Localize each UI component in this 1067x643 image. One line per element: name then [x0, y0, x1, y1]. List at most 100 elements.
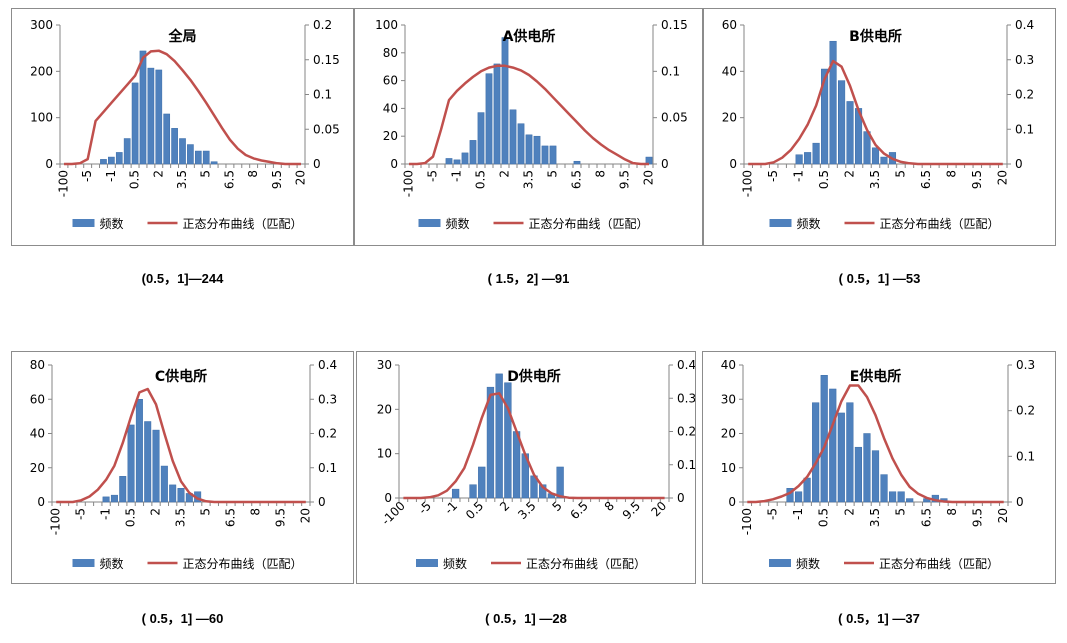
x-tick-label: 3.5: [515, 499, 538, 522]
bar: [139, 50, 147, 165]
bar: [906, 498, 914, 503]
bar: [495, 373, 503, 499]
x-tick-label: -1: [99, 508, 113, 520]
bar: [115, 152, 123, 165]
legend-bar-label: 频数: [443, 556, 467, 571]
y2-tick-label: 0.15: [661, 18, 688, 32]
bar: [846, 402, 854, 503]
bar: [517, 123, 525, 165]
bar: [509, 109, 517, 165]
y-tick-label: 40: [722, 64, 737, 78]
bar: [871, 450, 880, 503]
x-tick-label: 2: [498, 170, 512, 178]
y-tick-label: 20: [722, 111, 737, 125]
chart-title: C供电所: [155, 368, 207, 385]
x-tick-label: 20: [294, 170, 308, 185]
x-tick-label: 5: [893, 170, 907, 178]
y2-tick-label: 0.2: [1015, 88, 1034, 102]
y-tick-label: 0: [45, 157, 53, 171]
legend-curve-label: 正态分布曲线（匹配）: [529, 217, 649, 231]
x-tick-label: -1: [450, 170, 464, 182]
bar: [202, 150, 210, 165]
x-tick-label: -5: [765, 508, 779, 520]
y-tick-label: 10: [721, 461, 736, 475]
x-tick-label: -100: [49, 508, 63, 535]
caption-e: ( 0.5，1] —37: [838, 611, 920, 626]
x-tick-label: 0.5: [817, 170, 831, 189]
legend-bar-label: 频数: [100, 556, 124, 571]
y-tick-label: 60: [30, 392, 45, 406]
y-tick-label: 40: [383, 101, 398, 115]
legend-curve-label: 正态分布曲线（匹配）: [880, 217, 1000, 231]
x-tick-label: -5: [74, 508, 88, 520]
bar: [880, 474, 888, 503]
normal-curve-line: [403, 392, 665, 500]
legend-bar-label: 频数: [796, 556, 820, 571]
y-tick-label: 100: [30, 111, 53, 125]
bar: [829, 388, 837, 503]
normal-curve-line: [747, 384, 1004, 504]
y2-tick-label: 0: [1015, 157, 1023, 171]
y-tick-label: 200: [30, 64, 53, 78]
bar: [179, 138, 186, 165]
x-tick-label: 2: [497, 499, 512, 514]
bar: [812, 142, 820, 165]
bar: [525, 134, 533, 165]
bar: [486, 386, 495, 499]
bar: [795, 154, 803, 165]
bar: [119, 476, 127, 503]
caption-global: (0.5，1]—244: [141, 271, 224, 286]
bar: [477, 112, 485, 165]
x-tick-label: 6.5: [919, 508, 933, 527]
caption-b: ( 0.5，1] —53: [838, 271, 921, 286]
x-tick-label: 6.5: [223, 508, 237, 527]
bar: [812, 402, 820, 503]
y2-tick-label: 0.4: [677, 358, 695, 372]
x-tick-label: -1: [104, 170, 118, 182]
chart-title: A供电所: [503, 28, 556, 45]
x-tick-label: 8: [248, 508, 262, 516]
x-tick-label: 9.5: [620, 499, 643, 522]
chart-svg: 0 10 20 30 0 0.1 0.2 0.3 0.4 -100 -5 -1 0.5 2 3.5 5 6.5 8…: [377, 358, 695, 571]
x-tick-label: 20: [642, 170, 656, 185]
x-tick-label: 2: [151, 170, 165, 178]
normal-curve-line: [748, 59, 1003, 166]
bar: [501, 37, 509, 165]
y-tick-label: 40: [721, 358, 736, 372]
bar: [187, 144, 194, 165]
x-tick-label: 8: [945, 508, 959, 516]
x-tick-label: -100: [741, 170, 755, 197]
bar: [838, 80, 846, 165]
bar: [485, 73, 493, 165]
chart-title: D供电所: [507, 368, 561, 385]
x-tick-label: 3.5: [175, 170, 189, 189]
bar: [541, 145, 549, 165]
x-tick-label: 6.5: [570, 170, 584, 189]
chart-svg: 0 20 40 60 80 100 0 0.05 0.1 0.15 -100 -5 -1 0.5 2 3.5 5…: [375, 18, 688, 231]
x-tick-label: 5: [549, 499, 564, 514]
x-tick-label: 0.5: [817, 508, 831, 527]
y2-tick-label: 0.4: [318, 358, 337, 372]
y2-tick-label: 0: [318, 495, 326, 509]
caption-c: ( 0.5，1] —60: [141, 611, 224, 626]
legend-curve-label: 正态分布曲线（匹配）: [183, 557, 303, 571]
x-tick-label: 3.5: [174, 508, 188, 527]
y2-tick-label: 0.2: [313, 18, 332, 32]
y-tick-label: 10: [377, 447, 392, 461]
x-tick-label: 8: [944, 170, 958, 178]
bar: [493, 63, 501, 165]
legend-curve-label: 正态分布曲线（匹配）: [183, 217, 303, 231]
normal-curve-line: [409, 64, 649, 166]
x-tick-label: -100: [740, 508, 754, 535]
x-tick-label: 8: [594, 170, 608, 178]
bar: [210, 161, 218, 165]
bar: [512, 431, 521, 499]
x-tick-label: -1: [442, 499, 460, 517]
y-tick-label: 40: [30, 427, 45, 441]
y2-tick-label: 0: [1016, 495, 1024, 509]
chart-title: E供电所: [850, 368, 902, 385]
legend-bar-label: 频数: [446, 216, 470, 231]
x-tick-label: 20: [995, 170, 1009, 185]
bar: [504, 382, 512, 499]
chart-panel-b: 0 20 40 60 0 0.1 0.2 0.3 0.4 -100 -5 -1 0.5 2 3.5 5 6.5 8…: [703, 8, 1056, 246]
